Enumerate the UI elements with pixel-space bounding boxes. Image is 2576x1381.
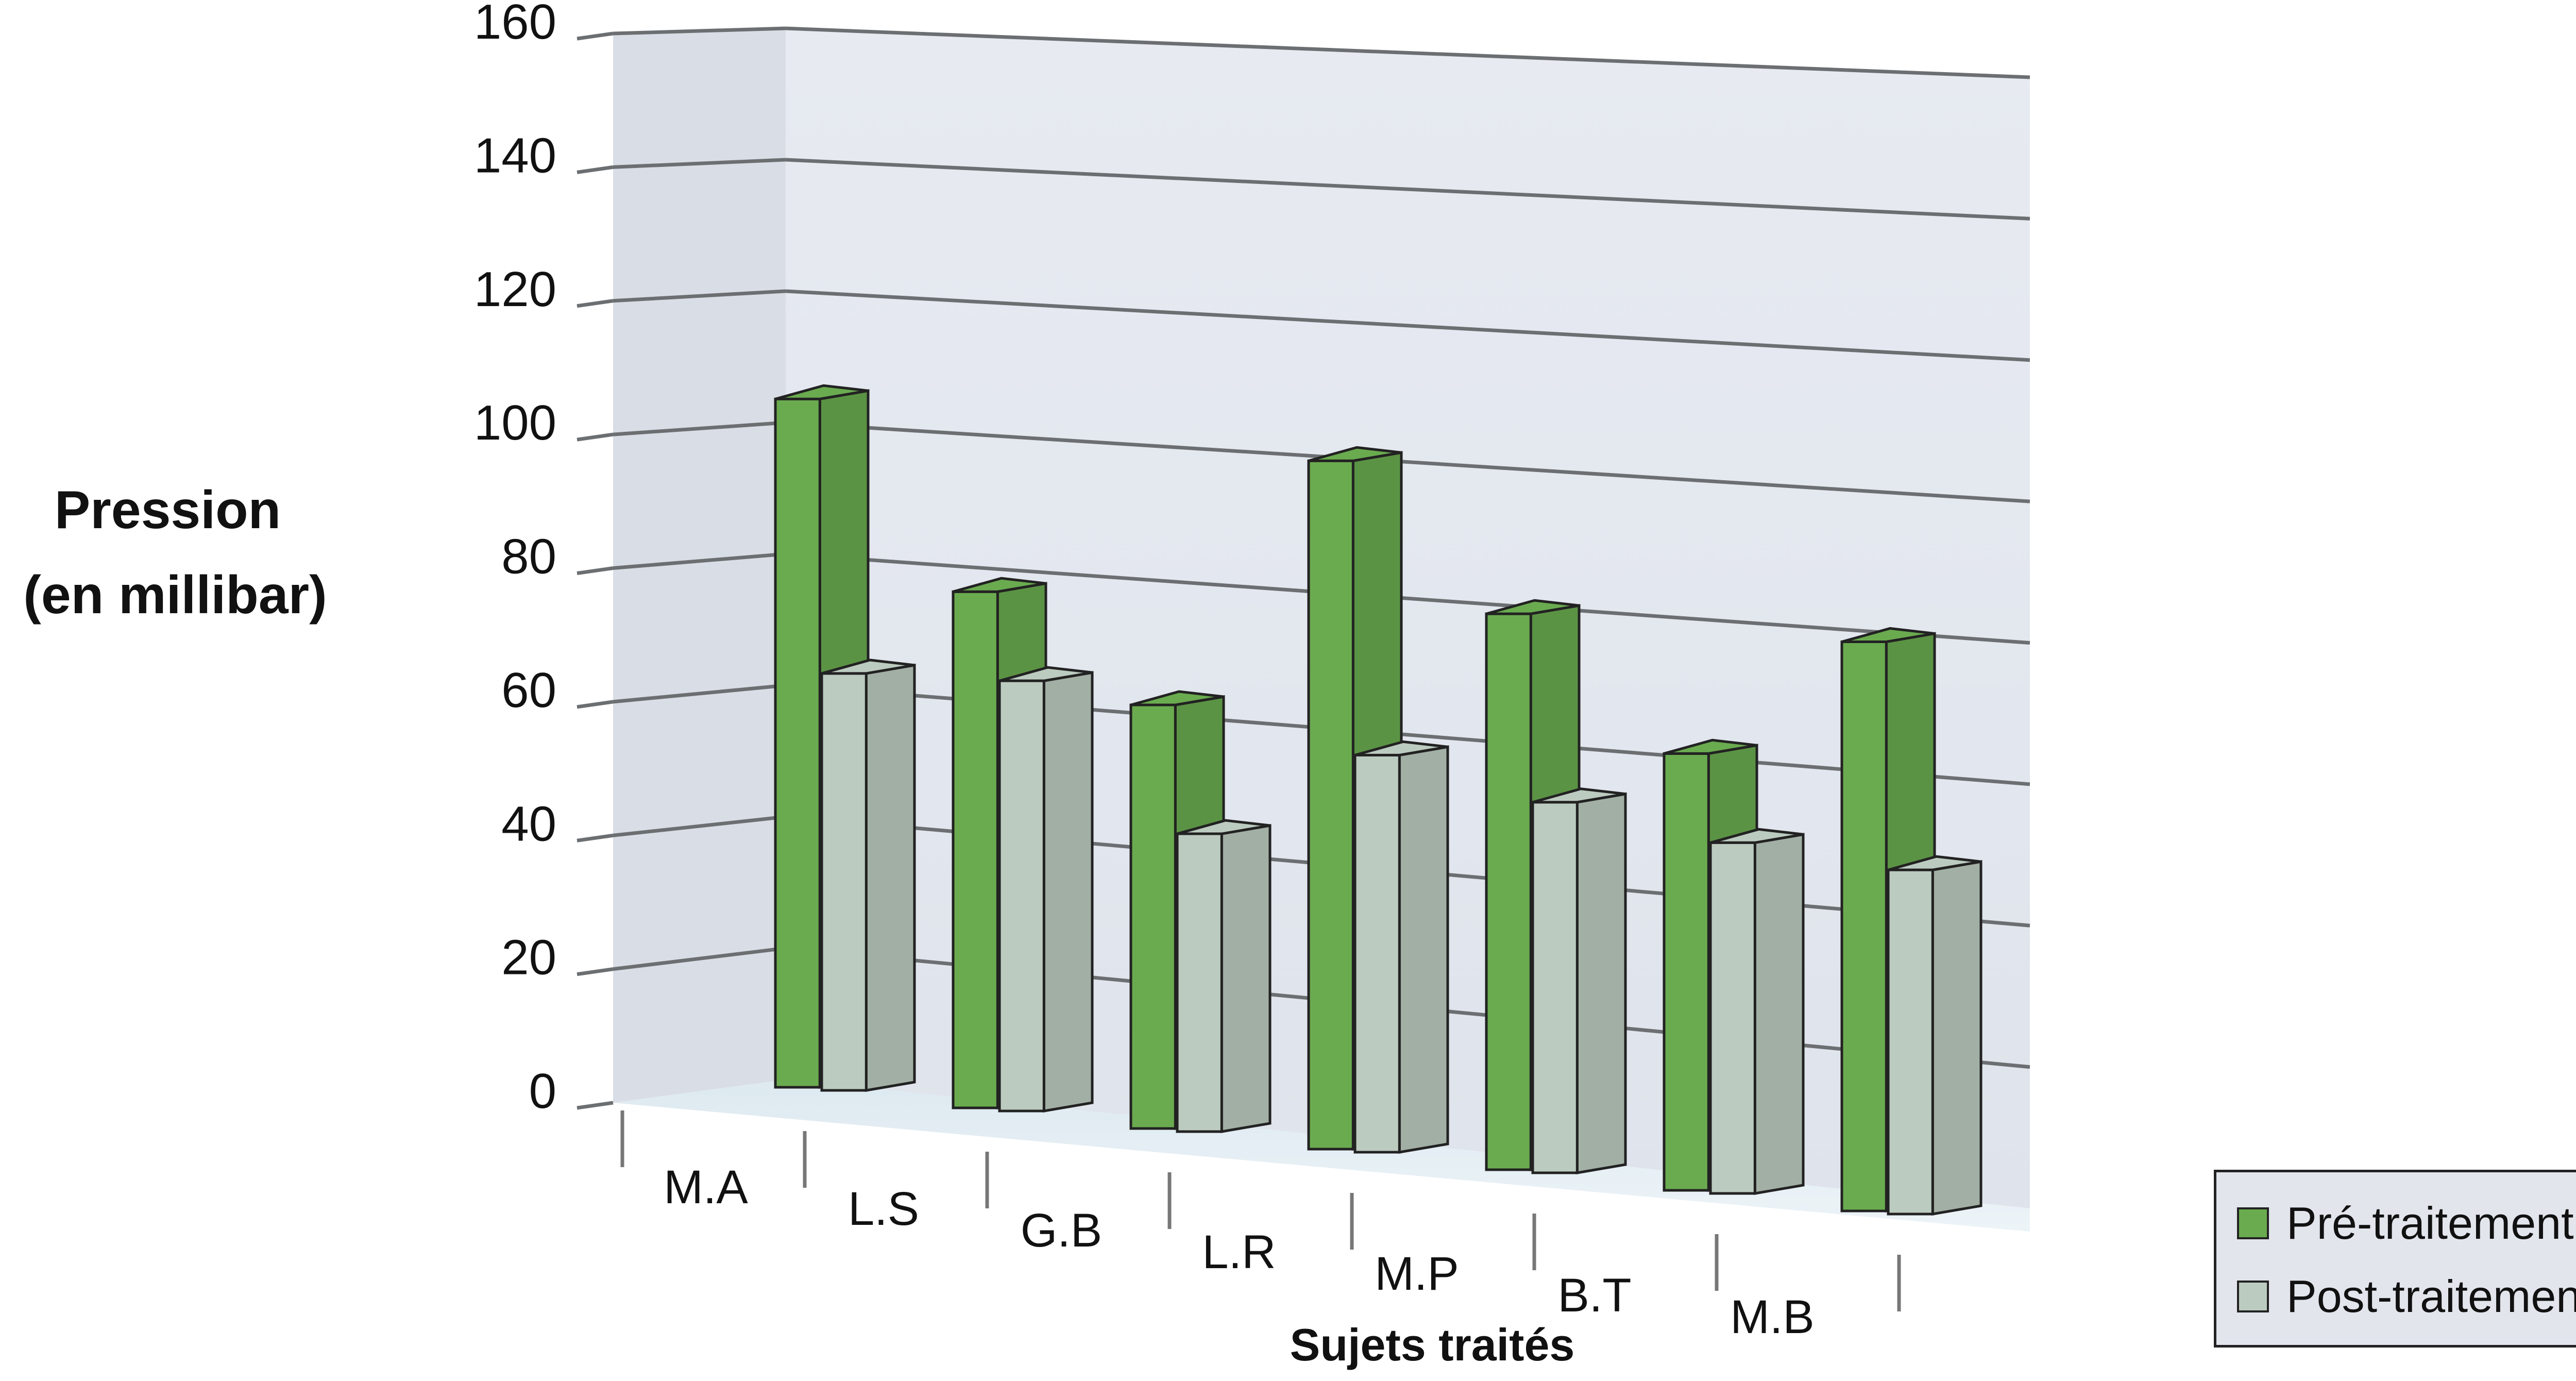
bar-post-M.A-face-right xyxy=(865,663,916,1092)
gridline xyxy=(785,420,2030,503)
gridline-side xyxy=(613,815,786,837)
bar-post-M.B xyxy=(1887,855,1982,1216)
bar-pre-M.B-face-left xyxy=(1840,640,1888,1212)
bar-post-G.B xyxy=(1176,819,1272,1133)
bar-post-L.R-face-left xyxy=(1353,753,1401,1154)
gridline xyxy=(785,26,2030,79)
bar-post-L.S-face-right xyxy=(1042,671,1094,1113)
bar-pre-L.S-face-top xyxy=(953,577,1046,593)
gridline-side xyxy=(613,946,786,971)
y-tick-label: 160 xyxy=(474,0,556,49)
y-tick-label: 0 xyxy=(529,1064,556,1119)
y-tick-label: 80 xyxy=(501,529,556,584)
y-tick-mark xyxy=(577,31,614,41)
chart-floor xyxy=(613,1080,2030,1232)
gridline-side xyxy=(613,552,786,570)
y-tick-label: 140 xyxy=(474,128,556,183)
bar-pre-G.B-face-left xyxy=(1129,703,1177,1130)
x-tick-label: B.T xyxy=(1557,1269,1631,1322)
y-axis-title-line-2: (en millibar) xyxy=(23,565,327,625)
bar-post-M.P-face-left xyxy=(1531,801,1579,1174)
bar-post-B.T-face-top xyxy=(1710,828,1804,844)
y-tick-label: 40 xyxy=(501,796,556,851)
y-tick-mark xyxy=(577,833,614,843)
bar-pre-L.R-face-top xyxy=(1308,446,1402,462)
bar-pre-L.R-face-left xyxy=(1307,459,1354,1151)
legend-label-post: Post-traitement xyxy=(2286,1271,2576,1322)
legend-item-post: Post-traitement xyxy=(2237,1268,2576,1325)
bar-post-B.T-face-right xyxy=(1753,833,1805,1195)
y-tick-mark xyxy=(577,967,614,976)
y-tick-mark xyxy=(577,700,614,709)
bar-post-M.A-face-top xyxy=(821,659,915,675)
x-tick-label: M.P xyxy=(1375,1248,1459,1300)
bar-post-M.B-face-right xyxy=(1931,860,1982,1216)
gridline xyxy=(785,158,2030,221)
gridline-side xyxy=(613,683,786,704)
y-axis: 0 20 40 60 80 100 120 140 160 xyxy=(474,0,614,1119)
y-tick-label: 120 xyxy=(474,262,556,317)
gridline xyxy=(785,552,2030,645)
bar-post-B.T-face-left xyxy=(1709,841,1756,1195)
x-tick-label: L.R xyxy=(1202,1226,1276,1278)
bar-pre-M.B-face-top xyxy=(1841,627,1935,643)
bar-post-L.S-face-left xyxy=(998,679,1045,1113)
gridline-side xyxy=(613,289,786,303)
legend-swatch-post xyxy=(2237,1281,2269,1312)
gridline-side xyxy=(613,26,786,36)
legend-item-pre: Pré-traitement xyxy=(2237,1195,2574,1252)
gridline-side xyxy=(613,158,786,169)
bar-post-B.T xyxy=(1709,828,1805,1195)
bar-post-L.S-face-top xyxy=(999,666,1093,682)
x-axis-title: Sujets traités xyxy=(1290,1319,1575,1370)
bar-post-G.B-face-left xyxy=(1176,832,1223,1133)
bar-pre-L.S-face-left xyxy=(952,590,999,1109)
bar-post-M.B-face-left xyxy=(1887,868,1934,1216)
bar-pre-M.P-face-top xyxy=(1486,599,1580,615)
legend-label-pre: Pré-traitement xyxy=(2286,1198,2574,1249)
y-tick-label: 20 xyxy=(501,930,556,985)
bar-post-G.B-face-top xyxy=(1177,819,1270,835)
bar-post-M.B-face-top xyxy=(1888,855,1981,871)
legend: Pré-traitement Post-traitement xyxy=(2214,1170,2576,1348)
bar-post-M.A-face-left xyxy=(820,672,868,1092)
y-tick-label: 100 xyxy=(474,395,556,450)
y-tick-mark xyxy=(577,1101,614,1110)
y-tick-mark xyxy=(577,165,614,174)
bar-pre-M.A-face-top xyxy=(775,384,869,400)
x-tick-label: M.B xyxy=(1730,1291,1815,1343)
bar-post-M.A xyxy=(820,659,916,1092)
y-tick-mark xyxy=(577,566,614,575)
bar-pre-M.P-face-left xyxy=(1485,612,1532,1171)
bars xyxy=(774,384,1982,1216)
bar-post-L.R-face-right xyxy=(1398,745,1449,1154)
y-tick-label: 60 xyxy=(501,663,556,718)
bar-pre-G.B-face-top xyxy=(1130,690,1224,706)
gridline-side xyxy=(613,420,786,436)
y-tick-mark xyxy=(577,432,614,442)
bar-post-L.S xyxy=(998,666,1094,1113)
bar-pre-B.T-face-left xyxy=(1663,752,1710,1192)
bar-pre-M.A-face-left xyxy=(774,397,821,1089)
x-tick-label: M.A xyxy=(664,1161,748,1214)
y-axis-title-line-1: Pression xyxy=(55,480,281,540)
bar-post-M.P-face-right xyxy=(1575,792,1627,1174)
bar-post-M.P xyxy=(1531,787,1627,1174)
y-axis-title: Pression (en millibar) xyxy=(23,480,327,625)
bar-post-M.P-face-top xyxy=(1532,787,1626,804)
gridline xyxy=(785,289,2030,362)
bar-post-L.R-face-top xyxy=(1354,740,1448,756)
x-tick-label: L.S xyxy=(848,1183,919,1235)
y-tick-mark xyxy=(577,299,614,308)
x-tick-label: G.B xyxy=(1021,1204,1102,1257)
bar-post-G.B-face-right xyxy=(1220,824,1272,1133)
bar-post-L.R xyxy=(1353,740,1449,1154)
x-axis: M.A L.S G.B L.R M.P B.T M.B xyxy=(620,1110,1901,1343)
legend-swatch-pre xyxy=(2237,1207,2269,1239)
bar-pre-B.T-face-top xyxy=(1664,738,1757,755)
